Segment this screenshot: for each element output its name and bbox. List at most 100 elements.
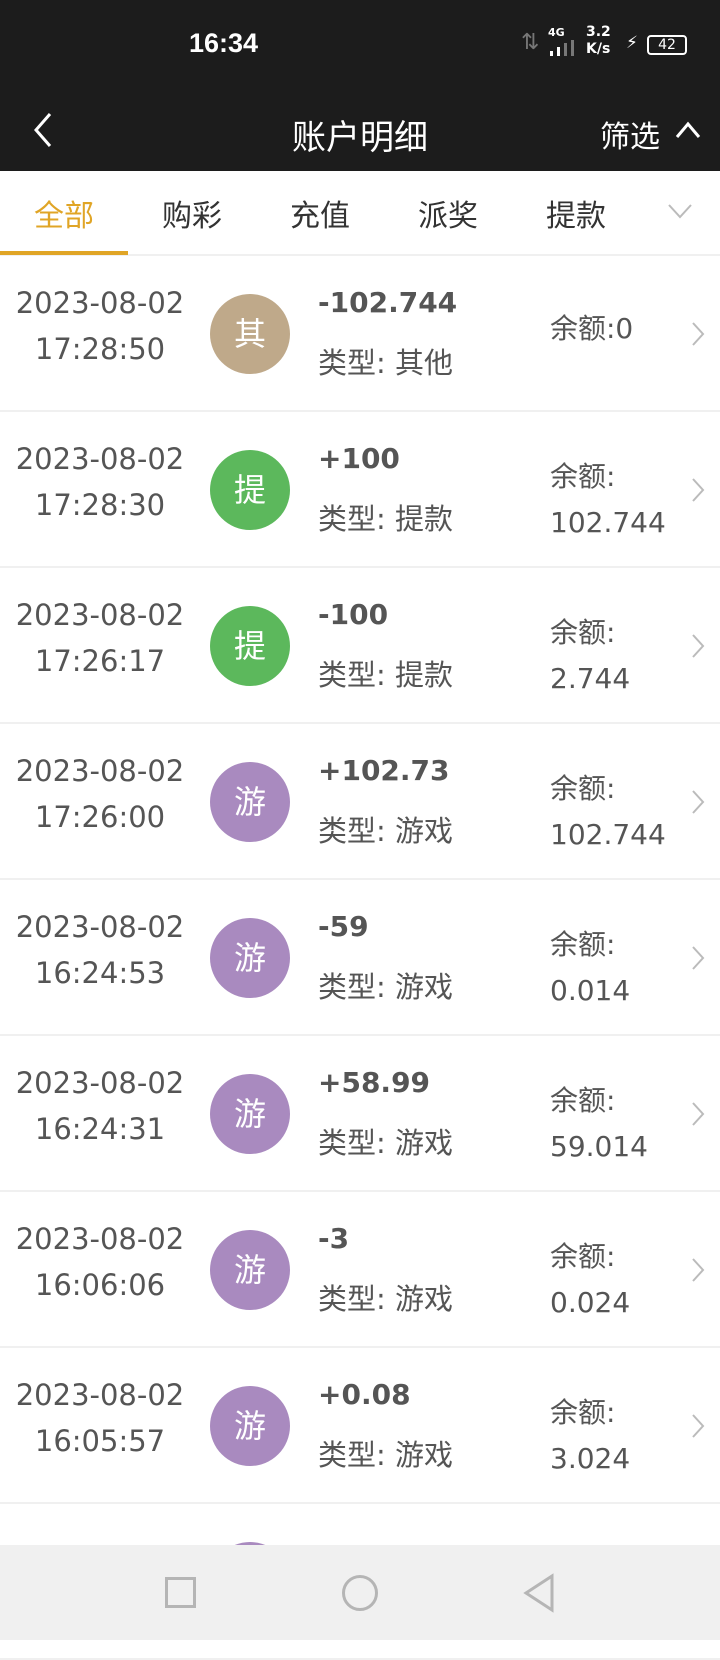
record-amount: -3 [318,1222,350,1255]
balance-label: 余额:0 [550,312,634,345]
record-balance: 余额: 59.014 [550,1078,680,1170]
navigation-bar [0,1545,720,1640]
record-date: 2023-08-02 [15,286,185,320]
balance-value: 59.014 [550,1130,648,1163]
data-transfer-icon: ⇅ [521,30,540,55]
record-time: 16:24:53 [34,956,166,990]
record-type: 类型: 其他 [318,346,453,380]
record-type: 类型: 游戏 [318,814,453,848]
balance-label: 余额: [550,772,616,805]
record-amount: +100 [318,442,400,475]
record-balance: 余额:0 [550,306,680,352]
record-time: 17:28:50 [34,332,166,366]
record-amount: -102.744 [318,286,458,319]
signal-icon [550,40,574,56]
record-amount: -59 [318,910,369,943]
chevron-right-icon[interactable] [690,944,706,972]
type-badge: 游 [210,918,290,998]
chevron-right-icon[interactable] [690,1100,706,1128]
list-item[interactable]: 2023-08-02 16:05:57 游 +0.08 类型: 游戏 余额: 3.024 [0,1348,720,1504]
record-time: 17:26:17 [34,644,166,678]
balance-value: 102.744 [550,818,666,851]
list-item[interactable]: 2023-08-02 17:28:50 其 -102.744 类型: 其他 余额:0 [0,256,720,412]
chevron-up-icon[interactable] [674,118,702,142]
category-tabs: 全部 购彩 充值 派奖 提款 [0,171,720,256]
record-type: 类型: 游戏 [318,1126,453,1160]
balance-label: 余额: [550,1396,616,1429]
balance-label: 余额: [550,616,616,649]
type-badge: 提 [210,606,290,686]
balance-label: 余额: [550,460,616,493]
record-balance: 余额: 0.014 [550,922,680,1014]
record-date: 2023-08-02 [15,910,185,944]
battery-icon: 42 [647,35,687,55]
speed-value: 3.2 [586,24,611,40]
back-icon[interactable] [26,110,66,150]
type-badge: 其 [210,294,290,374]
tab-payout[interactable]: 派奖 [418,199,478,234]
speed-unit: K/s [586,41,611,57]
record-time: 16:06:06 [34,1268,166,1302]
record-type: 类型: 提款 [318,658,453,692]
chevron-right-icon[interactable] [690,1256,706,1284]
balance-value: 0.014 [550,974,631,1007]
record-amount: +102.73 [318,754,450,787]
record-amount: -100 [318,598,389,631]
status-bar: 16:34 ⇅ 4G 3.2 K/s ⚡ 42 [0,0,720,92]
list-item[interactable]: 2023-08-02 16:24:53 游 -59 类型: 游戏 余额: 0.014 [0,880,720,1036]
record-type: 类型: 游戏 [318,970,453,1004]
list-item[interactable]: 2023-08-02 17:28:30 提 +100 类型: 提款 余额: 102.744 [0,412,720,568]
record-type: 类型: 游戏 [318,1438,453,1472]
record-date: 2023-08-02 [15,754,185,788]
balance-label: 余额: [550,1084,616,1117]
tab-all[interactable]: 全部 [34,199,94,234]
record-time: 16:05:57 [34,1424,166,1458]
balance-label: 余额: [550,928,616,961]
type-badge: 游 [210,1074,290,1154]
list-item[interactable]: 2023-08-02 17:26:17 提 -100 类型: 提款 余额: 2.744 [0,568,720,724]
chevron-right-icon[interactable] [690,1412,706,1440]
app-header: 账户明细 筛选 [0,92,720,171]
chevron-right-icon[interactable] [690,788,706,816]
balance-value: 0.024 [550,1286,631,1319]
record-time: 16:24:31 [34,1112,166,1146]
type-badge: 游 [210,1230,290,1310]
record-date: 2023-08-02 [15,1066,185,1100]
balance-value: 3.024 [550,1442,631,1475]
network-speed: 3.2 K/s [586,24,611,58]
filter-button[interactable]: 筛选 [600,120,660,155]
record-date: 2023-08-02 [15,1378,185,1412]
type-badge: 游 [210,1386,290,1466]
page-title: 账户明细 [292,118,428,158]
list-item[interactable]: 2023-08-02 16:24:31 游 +58.99 类型: 游戏 余额: 59.014 [0,1036,720,1192]
back-nav-button[interactable] [522,1573,556,1613]
balance-value: 102.744 [550,506,666,539]
record-balance: 余额: 3.024 [550,1390,680,1482]
chevron-down-icon[interactable] [666,201,694,221]
chevron-right-icon[interactable] [690,476,706,504]
record-type: 类型: 游戏 [318,1282,453,1316]
chevron-right-icon[interactable] [690,632,706,660]
record-time: 17:28:30 [34,488,166,522]
list-item[interactable]: 2023-08-02 16:06:06 游 -3 类型: 游戏 余额: 0.024 [0,1192,720,1348]
home-button[interactable] [342,1575,378,1611]
type-badge: 提 [210,450,290,530]
record-balance: 余额: 102.744 [550,454,680,546]
record-date: 2023-08-02 [15,1222,185,1256]
chevron-right-icon[interactable] [690,320,706,348]
network-type: 4G [548,26,565,39]
recents-button[interactable] [165,1577,196,1608]
type-badge: 游 [210,762,290,842]
record-date: 2023-08-02 [15,442,185,476]
record-amount: +0.08 [318,1378,411,1411]
clock: 16:34 [189,28,259,58]
charging-icon: ⚡ [626,33,638,53]
tab-lottery[interactable]: 购彩 [162,199,222,234]
record-balance: 余额: 102.744 [550,766,680,858]
record-type: 类型: 提款 [318,502,453,536]
tab-recharge[interactable]: 充值 [290,199,350,234]
active-tab-indicator [0,251,128,255]
list-item[interactable]: 2023-08-02 17:26:00 游 +102.73 类型: 游戏 余额: 102.7… [0,724,720,880]
tab-withdraw[interactable]: 提款 [546,199,606,234]
record-date: 2023-08-02 [15,598,185,632]
